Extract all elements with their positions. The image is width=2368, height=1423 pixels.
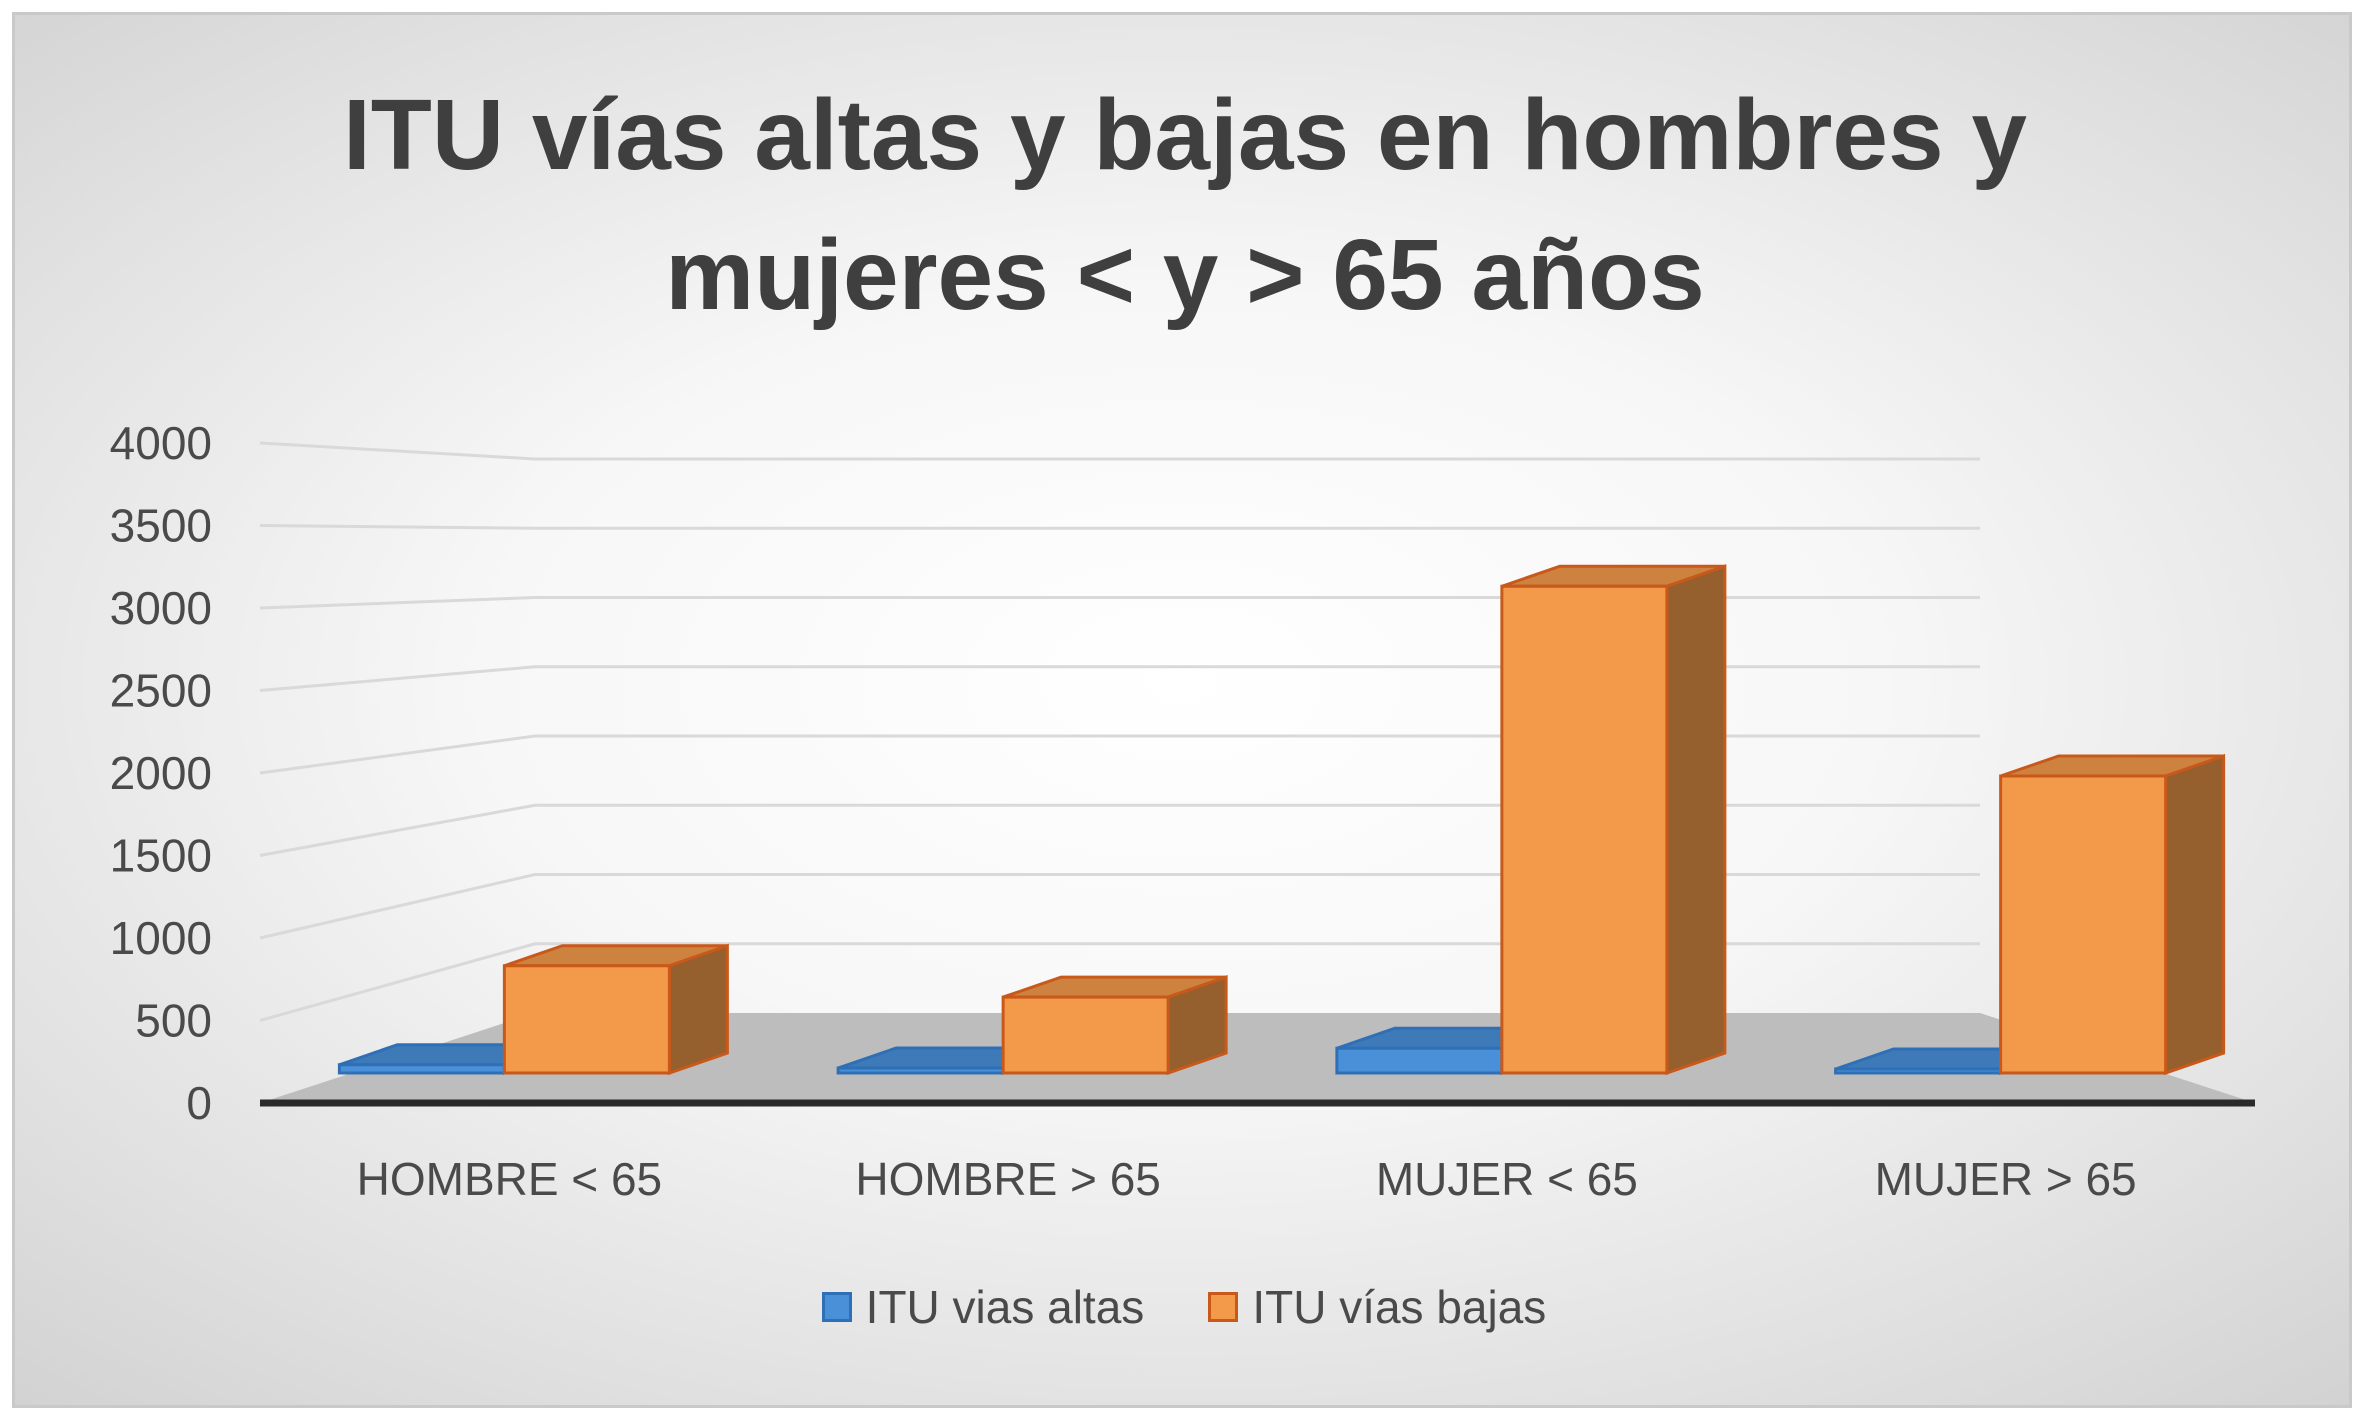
floor-plane xyxy=(260,1013,2255,1103)
chart-frame xyxy=(12,12,2352,1408)
bar-front-face xyxy=(1834,1067,2003,1075)
y-tick-label-500: 500 xyxy=(135,995,212,1047)
axis-labels: 0 500 1000 1500 2000 2500 3000 3500 4000 HOMBRE <… xyxy=(110,417,2137,1205)
y-tick-label-4000: 4000 xyxy=(110,417,212,469)
bar-front-face xyxy=(1335,1046,1504,1075)
gridline-4000 xyxy=(259,441,1980,461)
chart-title: ITU vías altas y bajas en hombres y muje… xyxy=(342,79,2028,331)
bar-itu-v-as-bajas-hombre-gt-65 xyxy=(1001,974,1228,1076)
floor xyxy=(260,1013,2255,1107)
bar-itu-v-as-bajas-hombre-lt-65 xyxy=(502,943,729,1076)
y-tick-label-1500: 1500 xyxy=(110,830,212,882)
category-label-hombre-lt-65: HOMBRE < 65 xyxy=(357,1153,663,1205)
y-tick-label-2000: 2000 xyxy=(110,747,212,799)
gridlines xyxy=(259,441,1980,1022)
bar-front-face xyxy=(836,1066,1005,1075)
category-label-mujer-gt-65: MUJER > 65 xyxy=(1875,1153,2137,1205)
gridline-500 xyxy=(259,942,1980,1022)
bar-side-face xyxy=(1665,564,1727,1076)
bar-front-face xyxy=(1999,774,2168,1075)
y-tick-label-3500: 3500 xyxy=(110,500,212,552)
gridline-2000 xyxy=(259,734,1980,775)
y-tick-label-0: 0 xyxy=(186,1077,212,1129)
category-label-mujer-lt-65: MUJER < 65 xyxy=(1376,1153,1638,1205)
bar-front-face xyxy=(1001,995,1170,1075)
y-tick-label-1000: 1000 xyxy=(110,912,212,964)
legend-swatch-bajas xyxy=(1208,1292,1239,1322)
bar-side-face xyxy=(2164,753,2226,1076)
bar-itu-v-as-bajas-mujer-gt-65 xyxy=(1999,753,2226,1076)
legend-item-altas: ITU vias altas xyxy=(821,1280,1145,1334)
gridline-2500 xyxy=(259,665,1980,692)
legend-label-altas: ITU vias altas xyxy=(865,1281,1145,1333)
legend-label-bajas: ITU vías bajas xyxy=(1252,1281,1547,1333)
bar-front-face xyxy=(337,1063,506,1075)
bar-front-face xyxy=(1500,584,1669,1075)
bar-itu-v-as-bajas-mujer-lt-65 xyxy=(1500,564,1727,1076)
y-tick-label-3000: 3000 xyxy=(110,582,212,634)
gridline-1500 xyxy=(259,803,1980,857)
legend: ITU vias altas ITU vías bajas xyxy=(0,1280,2368,1334)
gridline-1000 xyxy=(259,873,1980,940)
bar-front-face xyxy=(502,964,671,1075)
gridline-3000 xyxy=(259,596,1980,610)
y-tick-label-2500: 2500 xyxy=(110,665,212,717)
gridline-3500 xyxy=(259,524,1980,530)
bars xyxy=(337,564,2226,1076)
legend-swatch-altas xyxy=(821,1292,852,1322)
legend-item-bajas: ITU vías bajas xyxy=(1208,1280,1546,1334)
bar-side-face xyxy=(667,943,729,1076)
category-label-hombre-gt-65: HOMBRE > 65 xyxy=(855,1153,1161,1205)
